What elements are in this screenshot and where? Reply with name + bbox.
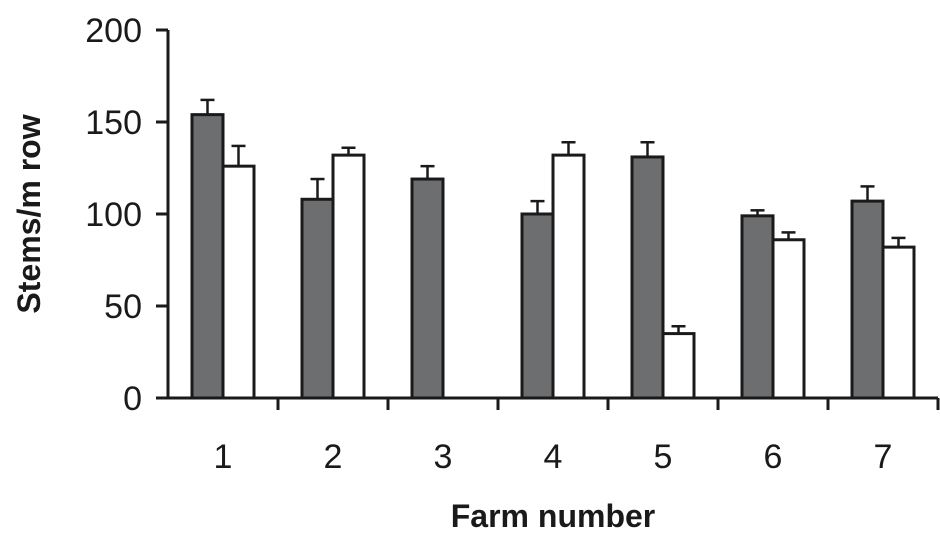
bar — [551, 153, 586, 400]
bar — [740, 214, 775, 400]
bar — [771, 238, 806, 400]
bar — [630, 155, 665, 400]
y-axis-title: Stems/m row — [11, 114, 47, 313]
y-tick-label: 150 — [85, 104, 142, 142]
bar — [331, 153, 366, 400]
x-ticks: 1 2 3 4 5 6 7 — [214, 398, 940, 476]
x-tick-label: 2 — [324, 438, 343, 476]
y-ticks: 0 50 100 150 200 — [85, 12, 168, 418]
bar — [520, 212, 555, 400]
y-tick-label: 50 — [104, 288, 142, 326]
x-axis-title: Farm number — [451, 498, 655, 534]
bar — [190, 113, 225, 400]
y-tick-label: 0 — [123, 380, 142, 418]
x-tick-label: 4 — [544, 438, 563, 476]
bars — [190, 98, 916, 400]
x-tick-label: 5 — [654, 438, 673, 476]
y-tick-label: 100 — [85, 196, 142, 234]
x-tick-label: 6 — [764, 438, 783, 476]
bar — [661, 332, 696, 400]
x-tick-label: 7 — [874, 438, 893, 476]
bar — [410, 177, 445, 400]
bar — [850, 199, 885, 400]
bar — [881, 245, 916, 400]
bar — [221, 164, 256, 400]
x-tick-label: 3 — [434, 438, 453, 476]
bar — [300, 197, 335, 400]
x-tick-label: 1 — [214, 438, 233, 476]
y-tick-label: 200 — [85, 12, 142, 50]
